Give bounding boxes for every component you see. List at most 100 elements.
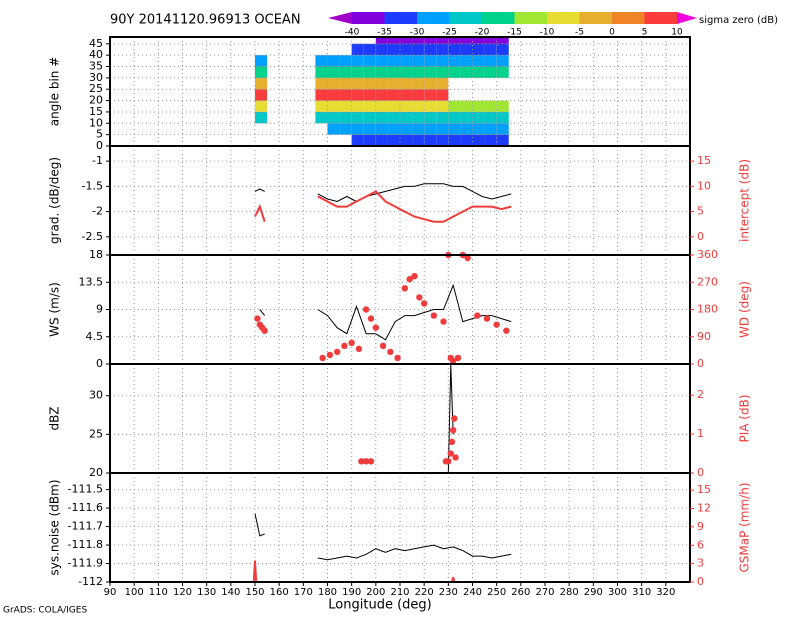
colorbar-title: sigma zero (dB) xyxy=(699,15,778,26)
heatmap-cell xyxy=(339,55,352,67)
heatmap-cell xyxy=(255,55,268,67)
heatmap-cell xyxy=(412,134,425,146)
heatmap-cell xyxy=(460,123,473,135)
heatmap-cell xyxy=(436,43,449,56)
colorbar-swatch xyxy=(677,12,697,24)
heatmap-cell xyxy=(339,100,352,112)
data-point xyxy=(430,312,438,319)
heatmap-cell xyxy=(387,123,400,135)
heatmap-cell xyxy=(424,89,437,101)
heatmap-cell xyxy=(460,111,473,124)
heatmap-cell xyxy=(375,134,388,146)
heatmap-cell xyxy=(363,43,376,56)
x-tick-label: 220 xyxy=(415,587,434,598)
x-tick-label: 170 xyxy=(294,587,313,598)
heatmap-cell xyxy=(400,37,413,44)
data-point xyxy=(379,342,387,350)
heatmap-cell xyxy=(412,55,425,67)
data-point xyxy=(387,348,394,356)
data-point xyxy=(493,321,500,328)
heatmap-cell xyxy=(472,111,485,124)
y-tick-label: 0 xyxy=(96,357,103,370)
heatmap-cell xyxy=(412,123,425,135)
data-point xyxy=(483,315,491,322)
colorbar-swatch xyxy=(482,12,515,24)
colorbar-swatch xyxy=(547,12,580,24)
heatmap-cell xyxy=(460,37,473,44)
heatmap-cell xyxy=(363,123,376,135)
heatmap-cell xyxy=(484,100,497,112)
y-tick-label: 9 xyxy=(96,303,103,316)
heatmap-cell xyxy=(339,111,352,124)
heatmap-cell xyxy=(412,66,425,78)
heatmap-cell xyxy=(496,37,509,44)
heatmap-cell xyxy=(412,37,425,44)
heatmap-cell xyxy=(484,43,497,56)
heatmap-cell xyxy=(400,66,413,78)
heatmap-cell xyxy=(448,123,461,135)
heatmap-cell xyxy=(327,123,340,135)
heatmap-cell xyxy=(400,100,413,112)
x-tick-label: 200 xyxy=(366,587,385,598)
y-tick-label: -1 xyxy=(92,154,103,167)
data-point xyxy=(358,458,365,465)
data-point xyxy=(367,458,375,465)
heatmap-cell xyxy=(496,111,509,124)
x-tick-label: 180 xyxy=(318,587,337,598)
data-point xyxy=(362,306,370,313)
data-point xyxy=(367,315,375,322)
heatmap-cell xyxy=(460,43,473,56)
heatmap-cell xyxy=(363,111,376,124)
heatmap-cell xyxy=(436,134,449,146)
heatmap-cell xyxy=(496,43,509,56)
y-tick-label: 25 xyxy=(89,427,103,440)
heatmap-cell xyxy=(436,123,449,135)
y-tick-label: -111.5 xyxy=(68,483,103,496)
heatmap-cell xyxy=(412,77,425,90)
colorbar-swatch xyxy=(644,12,677,24)
y2-tick-label: 2 xyxy=(697,388,704,401)
colorbar-swatch xyxy=(579,12,612,24)
y-tick-label: 0 xyxy=(96,139,103,152)
heatmap-cell xyxy=(255,89,268,101)
data-point xyxy=(355,345,363,353)
y-tick-label: -2 xyxy=(92,205,103,218)
colorbar-label: 10 xyxy=(671,28,683,38)
y2-tick-label: 1 xyxy=(697,427,704,440)
heatmap-cell xyxy=(400,134,413,146)
heatmap-cell xyxy=(387,111,400,124)
y-axis-label: sys.noise (dBm) xyxy=(48,479,62,575)
data-point xyxy=(372,324,380,331)
heatmap-cell xyxy=(424,55,437,67)
data-point xyxy=(454,354,462,362)
data-line xyxy=(254,190,512,223)
y-tick-label: 20 xyxy=(89,466,103,479)
heatmap-cell xyxy=(315,77,328,90)
heatmap-cell xyxy=(436,37,449,44)
data-point xyxy=(341,342,348,350)
heatmap-cell xyxy=(424,134,437,146)
heatmap-cell xyxy=(363,77,376,90)
y2-tick-label: 360 xyxy=(697,248,718,261)
x-tick-label: 320 xyxy=(656,587,675,598)
x-tick-label: 290 xyxy=(584,587,603,598)
y-tick-label: 30 xyxy=(89,71,103,84)
y-tick-label: 4.5 xyxy=(86,330,104,343)
data-point xyxy=(449,357,457,365)
data-point xyxy=(362,458,370,465)
footer: GrADS: COLA/IGES xyxy=(3,606,87,616)
x-tick-label: 130 xyxy=(197,587,216,598)
data-point xyxy=(261,327,268,334)
heatmap-cell xyxy=(448,134,461,146)
data-point xyxy=(326,351,334,359)
data-point xyxy=(416,294,423,301)
x-tick-label: 270 xyxy=(535,587,554,598)
heatmap-cell xyxy=(351,77,364,90)
data-point xyxy=(449,426,457,434)
y-tick-label: 13.5 xyxy=(79,275,104,288)
heatmap-cell xyxy=(400,55,413,67)
heatmap-cell xyxy=(412,43,425,56)
x-tick-label: 310 xyxy=(632,587,651,598)
heatmap-cell xyxy=(472,55,485,67)
